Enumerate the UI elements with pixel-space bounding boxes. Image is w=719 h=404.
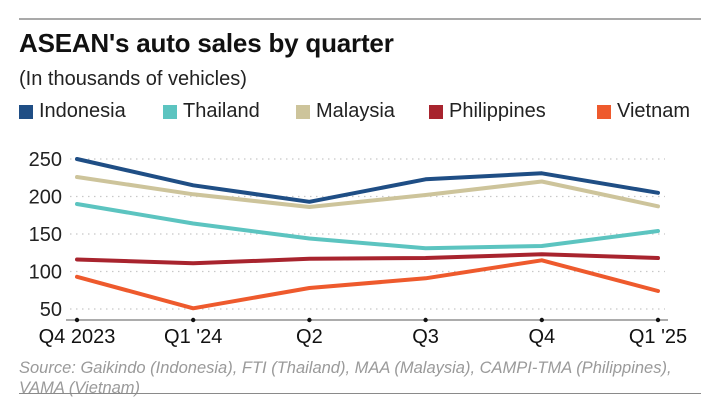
legend-item-indonesia: Indonesia [19, 100, 126, 123]
y-tick-label: 200 [29, 187, 62, 209]
series-line-indonesia [75, 157, 660, 204]
gridlines [70, 158, 665, 310]
y-tick-label: 50 [40, 299, 62, 321]
source-note: Source: Gaikindo (Indonesia), FTI (Thail… [19, 359, 672, 397]
y-tick-label: 100 [29, 262, 62, 284]
y-tick-label: 250 [29, 149, 62, 171]
x-tick-mark [423, 317, 428, 323]
x-tick-label: Q2 [296, 326, 323, 348]
chart-title: ASEAN's auto sales by quarter [19, 28, 394, 58]
legend-swatch-indonesia [19, 104, 33, 119]
series-lines [75, 157, 660, 311]
legend-item-thailand: Thailand [163, 100, 260, 123]
line-chart: 50 100 150 200 250 Q4 2023 Q1 '24 Q2 Q3 Q4 Q1 '25 [29, 149, 688, 348]
legend: Indonesia Thailand Malaysia Philippines … [19, 100, 719, 124]
legend-swatch-vietnam [597, 104, 611, 119]
x-tick-label: Q1 '25 [629, 326, 687, 348]
y-tick-label: 150 [29, 224, 62, 246]
chart-subtitle: (In thousands of vehicles) [19, 68, 247, 90]
bottom-rule [19, 393, 701, 394]
x-tick-label: Q1 '24 [164, 326, 222, 348]
top-rule [19, 18, 701, 20]
series-line-philippines [75, 252, 660, 266]
legend-label-indonesia: Indonesia [39, 100, 126, 122]
legend-label-philippines: Philippines [449, 100, 546, 122]
x-tick-label: Q3 [412, 326, 439, 348]
series-line-malaysia [75, 175, 660, 209]
series-line-vietnam [75, 258, 660, 311]
x-tick-mark [307, 317, 312, 323]
legend-label-malaysia: Malaysia [316, 100, 395, 122]
x-tick-label: Q4 2023 [39, 326, 116, 348]
legend-swatch-malaysia [296, 104, 310, 119]
x-tick-mark [74, 317, 80, 323]
x-axis-ticks: Q4 2023 Q1 '24 Q2 Q3 Q4 Q1 '25 [39, 317, 687, 348]
x-tick-mark [191, 317, 196, 323]
y-axis-ticks: 50 100 150 200 250 [29, 149, 62, 321]
series-line-thailand [75, 202, 660, 251]
legend-item-philippines: Philippines [429, 100, 546, 123]
legend-item-vietnam: Vietnam [597, 100, 690, 123]
legend-swatch-philippines [429, 104, 443, 119]
x-tick-label: Q4 [528, 326, 555, 348]
legend-item-malaysia: Malaysia [296, 100, 395, 123]
legend-label-thailand: Thailand [183, 100, 260, 122]
x-tick-mark [655, 317, 661, 323]
legend-label-vietnam: Vietnam [617, 100, 691, 122]
legend-swatch-thailand [163, 104, 177, 119]
x-tick-mark [539, 317, 544, 323]
